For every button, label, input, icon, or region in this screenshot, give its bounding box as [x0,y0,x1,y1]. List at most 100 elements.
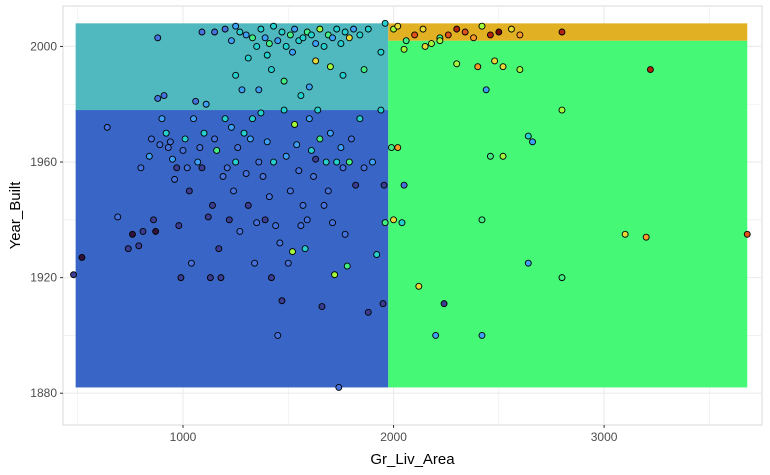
y-tick-label: 2000 [30,39,57,53]
data-point [173,164,181,172]
data-point [369,158,376,166]
data-point [251,259,259,267]
data-point [301,245,309,253]
data-point [179,147,187,154]
data-point [272,222,280,230]
data-point [524,132,532,140]
data-point [314,106,322,114]
data-point [486,152,494,160]
data-point [427,40,435,48]
data-point [181,135,189,143]
data-point [249,115,256,123]
data-point [209,201,216,209]
data-point [236,227,244,235]
data-point [415,282,423,290]
data-point [312,40,320,48]
data-point [337,144,345,152]
data-point [440,300,448,308]
data-point [158,115,166,123]
data-point [255,86,263,94]
data-point [524,259,532,267]
data-point [192,97,200,105]
data-point [347,135,355,143]
data-point [436,37,444,45]
data-point [335,383,343,391]
data-point [646,66,654,74]
data-point [204,213,212,221]
data-point [356,115,364,123]
y-tick-label: 1960 [30,155,57,169]
data-point [333,158,341,166]
data-point [289,248,296,256]
data-point [310,173,317,180]
data-point [331,271,339,279]
data-point [171,175,179,183]
data-point [324,187,332,195]
data-point [270,158,277,166]
region-1 [75,110,389,388]
data-point [421,43,429,50]
data-point [289,48,296,56]
data-point [529,138,536,146]
data-point [470,34,478,42]
data-point [221,25,229,33]
data-point [257,109,265,117]
data-point [215,245,223,253]
data-point [297,222,305,230]
data-point [223,164,231,172]
data-point [299,34,307,42]
data-point [478,22,486,30]
data-point [246,135,254,143]
data-point [114,213,122,221]
data-point [196,144,204,152]
data-point [227,37,235,45]
data-point [249,34,256,42]
data-point [232,71,240,79]
data-point [129,230,136,238]
data-point [78,253,86,261]
data-point [398,219,406,227]
data-point [154,34,162,42]
data-point [297,92,305,100]
data-point [350,25,357,33]
data-point [373,251,381,258]
decision-regions [75,23,748,388]
data-point [274,37,282,45]
data-point [276,239,284,247]
data-point [211,135,219,143]
region-4 [388,23,748,41]
data-point [139,227,147,235]
data-point [419,25,427,33]
data-point [198,164,206,172]
data-point [187,259,195,267]
y-axis-title: Year_Built [7,181,24,250]
data-point [211,28,219,36]
data-point [326,129,334,137]
data-point [307,31,315,39]
data-point [280,106,288,114]
data-point [259,173,267,180]
data-point [343,262,351,270]
data-point [377,106,385,114]
data-point [400,45,408,53]
data-point [190,115,197,123]
data-point [558,28,566,36]
data-point [337,40,345,48]
data-point [379,300,387,308]
data-point [390,216,398,224]
data-point [495,28,503,36]
data-point [329,34,336,42]
data-point [219,173,227,180]
data-point [238,86,246,94]
data-point [411,31,419,39]
x-axis-ticks: 1000 2000 3000 [170,425,618,444]
data-point [621,230,629,238]
data-point [236,28,244,36]
data-point [278,28,286,36]
x-tick-label: 1000 [170,430,197,444]
data-point [453,25,461,33]
data-point [286,31,294,39]
data-point [316,135,324,143]
data-point [253,219,261,227]
data-point [360,66,368,74]
